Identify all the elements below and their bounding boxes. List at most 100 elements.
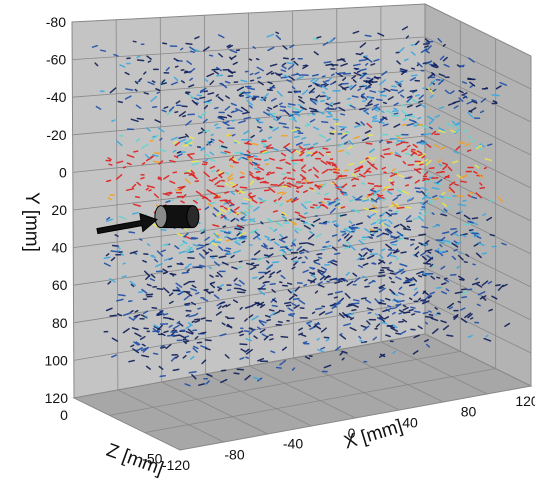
particle-streak [421, 155, 425, 159]
particle-streak [436, 178, 443, 184]
particle-streak [178, 111, 186, 117]
particle-streak [256, 301, 265, 307]
particle-streak [324, 192, 330, 196]
particle-streak [259, 304, 266, 309]
particle-streak [251, 161, 258, 165]
particle-streak [186, 250, 190, 254]
particle-streak [405, 278, 414, 282]
particle-streak [126, 162, 132, 166]
particle-streak [363, 325, 370, 331]
particle-streak [386, 228, 393, 234]
particle-streak [132, 348, 140, 354]
particle-streak [318, 151, 324, 157]
particle-streak [260, 149, 268, 153]
particle-streak [241, 156, 249, 161]
particle-streak [387, 304, 392, 308]
particle-streak [481, 296, 487, 301]
particle-streak [150, 255, 157, 259]
particle-streak [252, 98, 257, 101]
particle-streak [285, 161, 291, 165]
particle-streak [276, 73, 283, 76]
particle-streak [483, 337, 492, 342]
particle-streak [267, 46, 275, 52]
particle-streak [220, 151, 227, 155]
particle-streak [197, 307, 202, 310]
particle-streak [232, 109, 238, 113]
particle-streak [359, 68, 367, 72]
particle-streak [363, 207, 369, 211]
particle-streak [147, 81, 155, 86]
particle-streak [282, 45, 288, 50]
particle-streak [266, 108, 270, 112]
particle-streak [431, 264, 435, 268]
particle-streak [435, 286, 442, 289]
particle-streak [296, 75, 304, 80]
particle-streak [160, 346, 166, 349]
particle-streak [346, 280, 354, 287]
particle-streak [223, 199, 230, 205]
particle-streak [502, 283, 508, 288]
particle-streak [382, 101, 388, 105]
particle-streak [279, 109, 286, 112]
particle-streak [431, 88, 437, 93]
particle-streak [177, 293, 181, 296]
particle-streak [439, 250, 447, 254]
particle-streak [452, 313, 459, 319]
particle-streak [290, 289, 295, 293]
particle-streak [303, 224, 311, 230]
particle-streak [271, 261, 280, 264]
particle-streak [440, 236, 446, 242]
particle-streak [367, 311, 372, 314]
particle-streak [215, 212, 223, 217]
particle-streak [163, 106, 169, 109]
y-tick-label: 0 [59, 164, 67, 180]
particle-streak [371, 187, 375, 191]
particle-streak [321, 121, 329, 124]
particle-streak [355, 195, 363, 201]
particle-streak [165, 191, 172, 195]
particle-streak [213, 232, 220, 239]
particle-streak [437, 158, 443, 163]
particle-streak [481, 252, 488, 255]
particle-streak [424, 158, 428, 162]
particle-streak [394, 154, 402, 158]
particle-streak [361, 99, 367, 103]
particle-streak [280, 274, 286, 280]
particle-streak [463, 94, 468, 99]
particle-streak [141, 354, 150, 358]
particle-streak [273, 201, 278, 205]
particle-streak [421, 194, 428, 200]
particle-streak [168, 292, 174, 297]
particle-streak [279, 281, 283, 284]
particle-streak [105, 307, 113, 312]
particle-streak [302, 221, 308, 225]
particle-streak [397, 89, 404, 94]
particle-streak [415, 103, 423, 108]
particle-streak [438, 73, 446, 77]
particle-streak [286, 282, 293, 285]
particle-streak [321, 91, 326, 94]
particle-streak [325, 95, 331, 100]
particle-streak [306, 250, 310, 254]
particle-streak [240, 211, 247, 217]
particle-streak [392, 171, 398, 174]
particle-streak [423, 290, 429, 296]
particle-streak [228, 156, 235, 161]
particle-streak [261, 142, 270, 148]
particle-streak [116, 160, 124, 164]
particle-streak [295, 126, 301, 130]
particle-streak [204, 347, 211, 351]
particle-streak [386, 109, 394, 115]
particle-streak [393, 102, 399, 106]
particle-streak [266, 217, 273, 223]
particle-streak [138, 77, 143, 81]
particle-streak [268, 226, 274, 231]
particle-streak [203, 171, 210, 178]
particle-streak [330, 182, 335, 185]
particle-streak [311, 224, 315, 227]
particle-streak [317, 256, 323, 260]
floor-grid-x [205, 373, 312, 427]
particle-streak [409, 243, 415, 247]
particle-streak [470, 139, 475, 143]
particle-streak [293, 293, 298, 297]
